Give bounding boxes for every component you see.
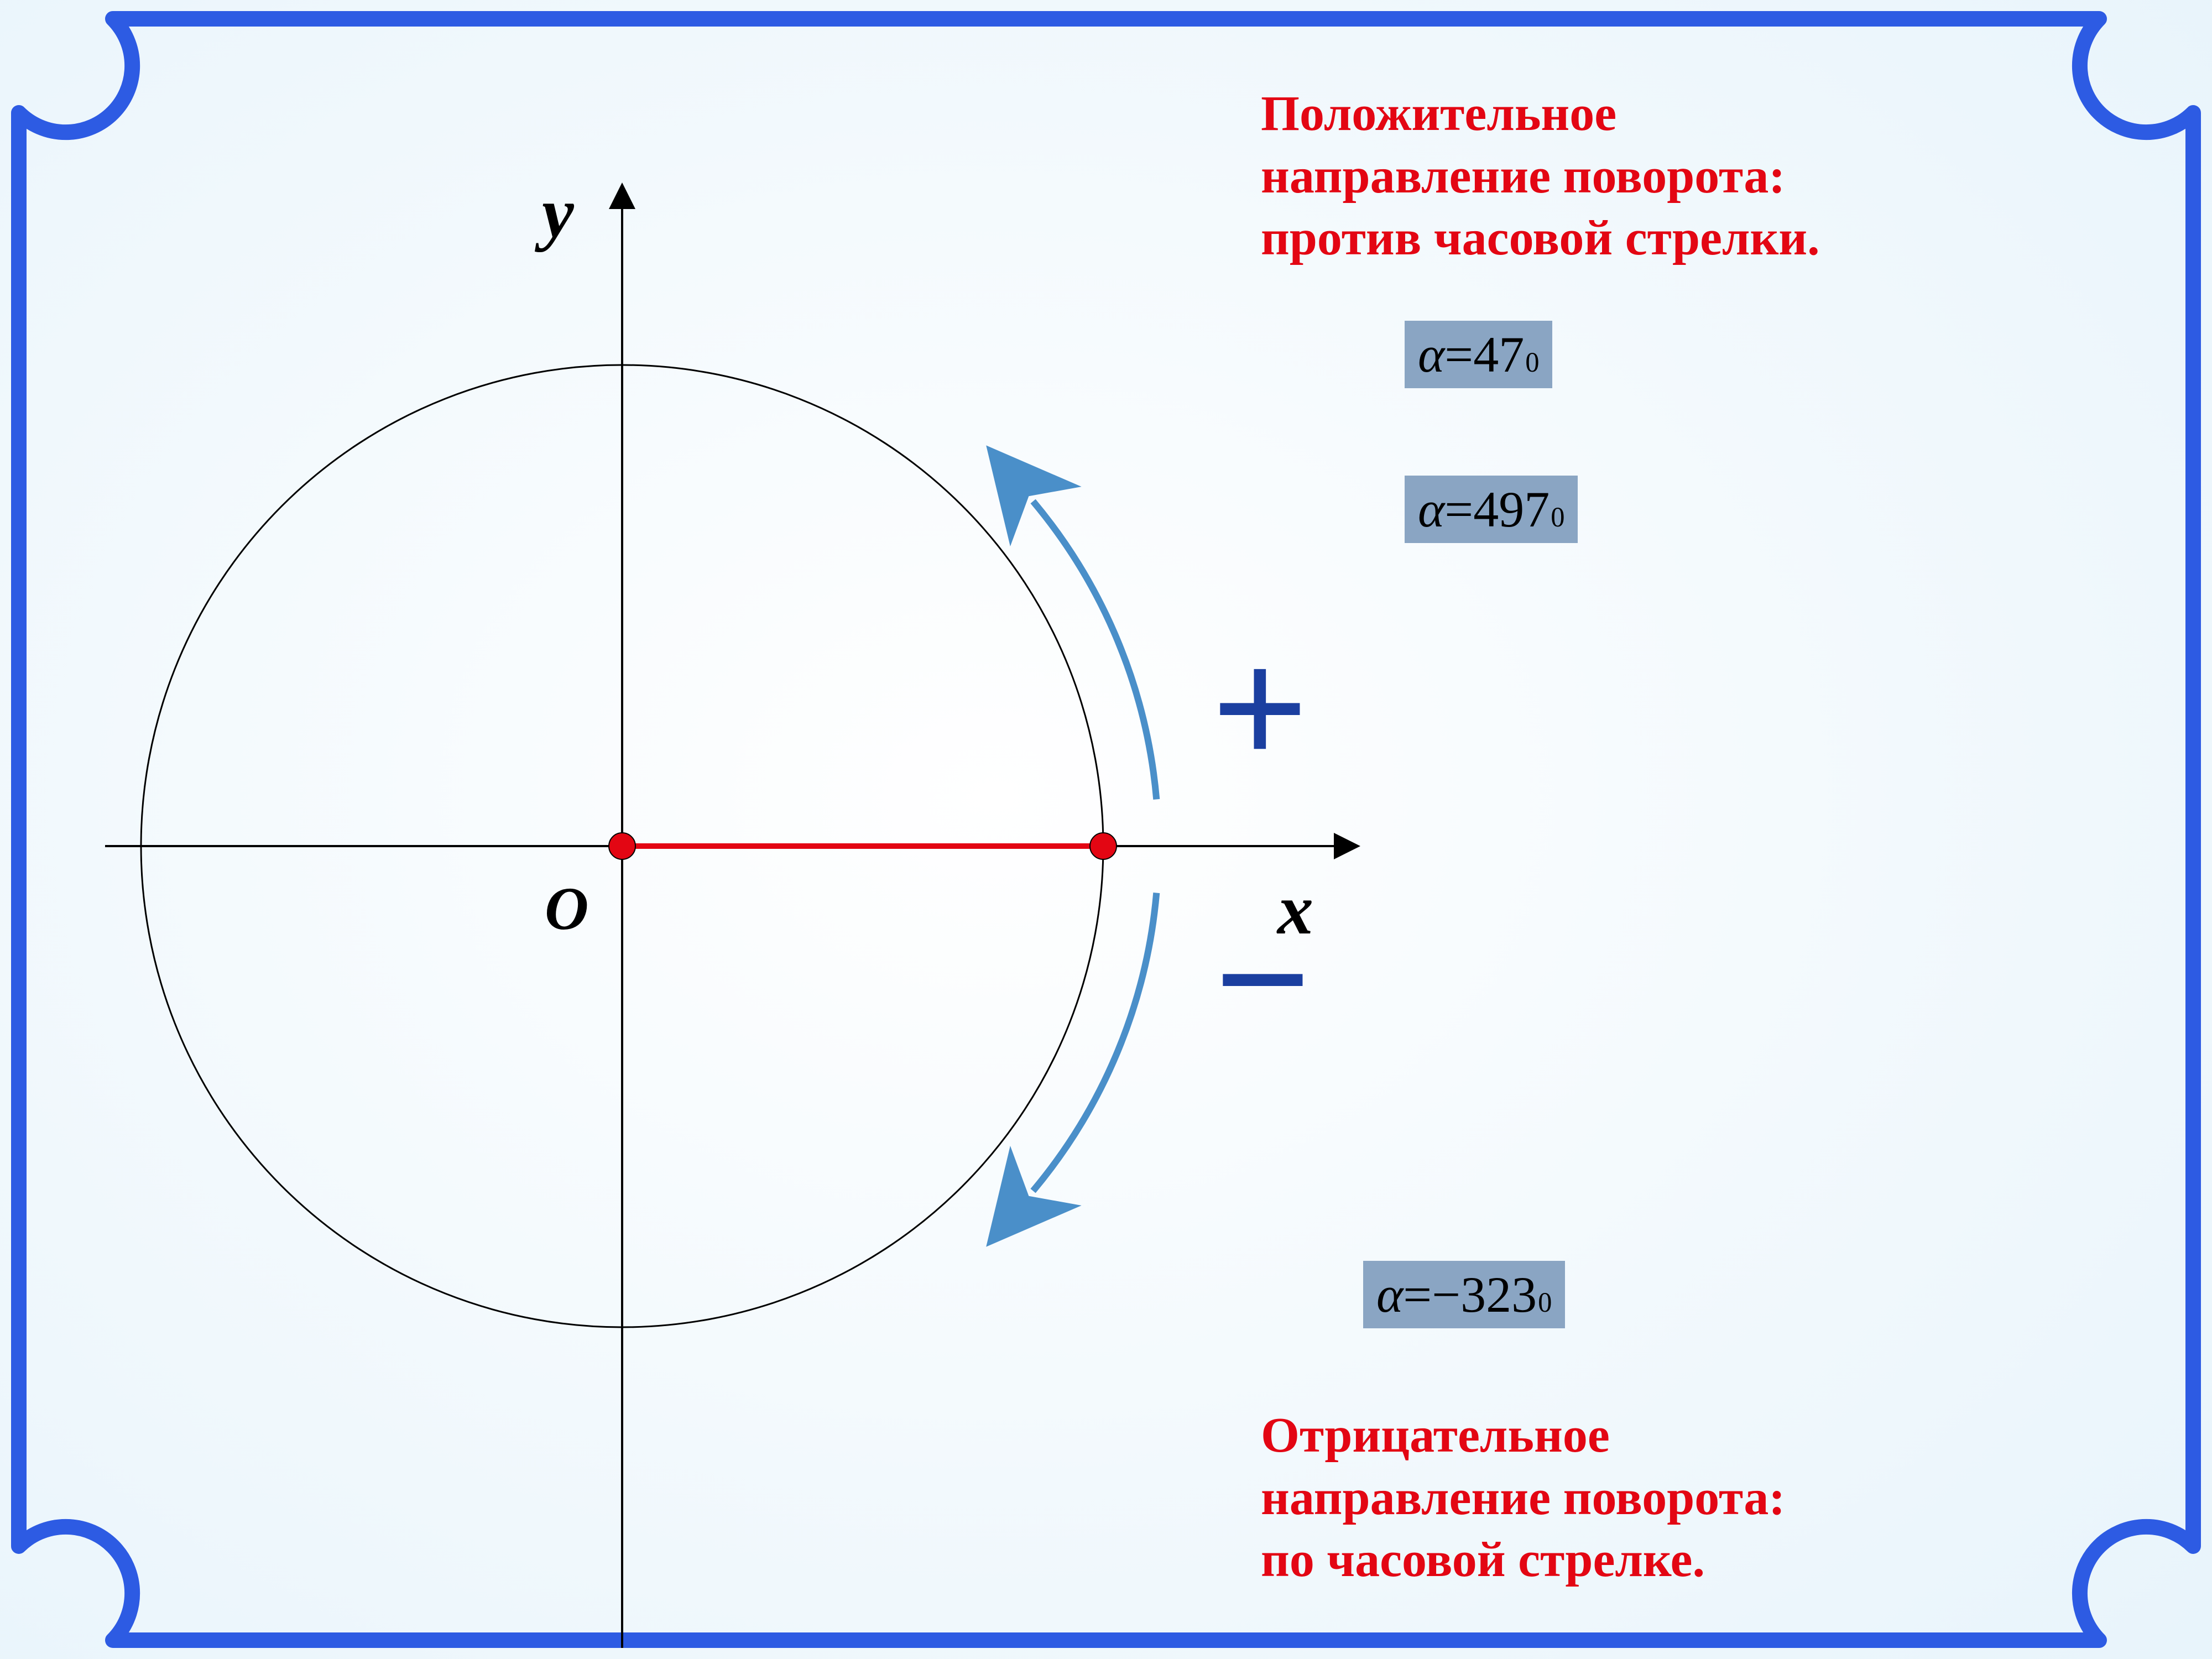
circle-dot (1090, 833, 1117, 859)
formula-alpha-497: α = 4970 (1405, 476, 1578, 543)
negative-line-3: по часовой стрелке. (1261, 1529, 1785, 1592)
formula-alpha-47: α = 470 (1405, 321, 1552, 388)
origin-label: O (545, 874, 588, 944)
minus-sign: − (1214, 894, 1312, 1066)
alpha-symbol: α (1418, 480, 1444, 539)
alpha-symbol: α (1376, 1265, 1403, 1324)
degree-sup: 0 (1525, 346, 1539, 378)
negative-line-2: направление поворота: (1261, 1467, 1785, 1530)
negative-direction-text: Отрицательное направление поворота: по ч… (1261, 1405, 1785, 1592)
negative-line-1: Отрицательное (1261, 1405, 1785, 1467)
alpha-symbol: α (1418, 325, 1444, 384)
eq-sign: = (1444, 325, 1473, 384)
degree-sup: 0 (1538, 1286, 1552, 1318)
unit-circle-diagram (0, 0, 2212, 1659)
formula-value: 47 (1473, 325, 1524, 384)
eq-sign: = (1444, 480, 1473, 539)
positive-line-3: против часовой стрелки. (1261, 207, 1820, 270)
formula-value: 497 (1473, 480, 1550, 539)
formula-value: −323 (1432, 1265, 1537, 1324)
eq-sign: = (1403, 1265, 1432, 1324)
positive-line-2: направление поворота: (1261, 145, 1820, 208)
plus-sign: + (1211, 623, 1309, 795)
formula-alpha-neg323: α = −3230 (1363, 1261, 1565, 1328)
positive-direction-text: Положительное направление поворота: прот… (1261, 83, 1820, 270)
y-axis-label: y (542, 171, 574, 254)
positive-line-1: Положительное (1261, 83, 1820, 145)
degree-sup: 0 (1551, 501, 1564, 533)
origin-dot (609, 833, 635, 859)
